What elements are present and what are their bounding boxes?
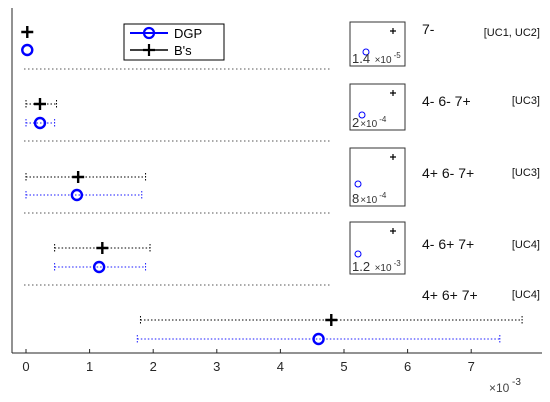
inset-scale-exponent: -4 [379,191,387,200]
inset-scale-mantissa: 8 [352,191,359,206]
inset-bs-point [390,90,396,96]
x-tick-labels: 0 1 2 3 4 5 6 7 [22,349,475,374]
inset-scale-mantissa: 2 [352,115,359,130]
x-tick-label: 6 [404,359,411,374]
bs-point [33,98,46,110]
legend-box [123,23,225,61]
x-tick-label: 2 [150,359,157,374]
bs-point [325,314,338,326]
inset-box [349,147,406,207]
x-tick-label: 4 [277,359,284,374]
inset-scale-mantissa: 1.2 [352,259,370,274]
group-label: [UC1, UC2] [484,27,540,39]
inset-dgp-point [354,180,362,188]
group-label: [UC4] [512,239,540,251]
bs-point [21,26,34,38]
inset-scale-mantissa: 1.4 [352,51,370,66]
inset-bs-point [390,228,396,234]
group-label: [UC3] [512,167,540,179]
inset-boxes: 1.4 ×10 -52 ×10 -48 ×10 -41.2 ×10 -3 [349,21,406,275]
bs-point [96,242,109,254]
separator-lines [24,68,332,286]
dgp-point [92,260,106,274]
row-label: 4+ 6+ 7+ [422,287,478,303]
inset-scale-times: ×10 [375,55,392,66]
group-label: [UC3] [512,95,540,107]
multiplier-base: ×10 [489,381,510,395]
inset-box [349,83,406,131]
x-tick-label: 3 [213,359,220,374]
row-labels: 7- [UC1, UC2] 4- 6- 7+ [UC3] 4+ 6- 7+ [UC3] 4-… [422,21,540,303]
data-markers [21,26,338,346]
inset-scale-exponent: -5 [394,51,402,60]
inset-box [349,21,406,67]
inset-scale-exponent: -4 [379,115,387,124]
bs-point [72,171,85,183]
dgp-point [33,116,47,130]
error-bars [25,100,523,343]
inset-scale-times: ×10 [375,263,392,274]
legend-bs-label: B's [174,43,192,58]
x-axis-multiplier: ×10 -3 [489,377,521,395]
inset-dgp-point [354,250,362,258]
row-label: 7- [422,21,435,37]
multiplier-exponent: -3 [512,377,521,388]
group-label: [UC4] [512,289,540,301]
row-label: 4- 6- 7+ [422,93,471,109]
legend-dgp-label: DGP [174,26,202,41]
dgp-point [70,188,84,202]
inset-scale-times: ×10 [360,119,377,130]
inset-scale-times: ×10 [360,195,377,206]
x-tick-label: 7 [468,359,475,374]
x-tick-label: 1 [86,359,93,374]
dgp-point [21,43,34,57]
dgp-point [312,332,325,346]
inset-dgp-point [362,48,370,56]
row-label: 4+ 6- 7+ [422,165,474,181]
legend-bs-marker [143,44,155,56]
x-axis [11,8,542,354]
legend: DGP B's [123,23,225,61]
inset-dgp-point [358,111,366,119]
x-tick-label: 0 [22,359,29,374]
x-tick-label: 5 [340,359,347,374]
inset-scale-exponent: -3 [394,259,402,268]
row-label: 4- 6+ 7+ [422,236,474,252]
legend-dgp-marker [142,26,156,40]
inset-bs-point [390,154,396,160]
inset-bs-point [390,28,396,34]
